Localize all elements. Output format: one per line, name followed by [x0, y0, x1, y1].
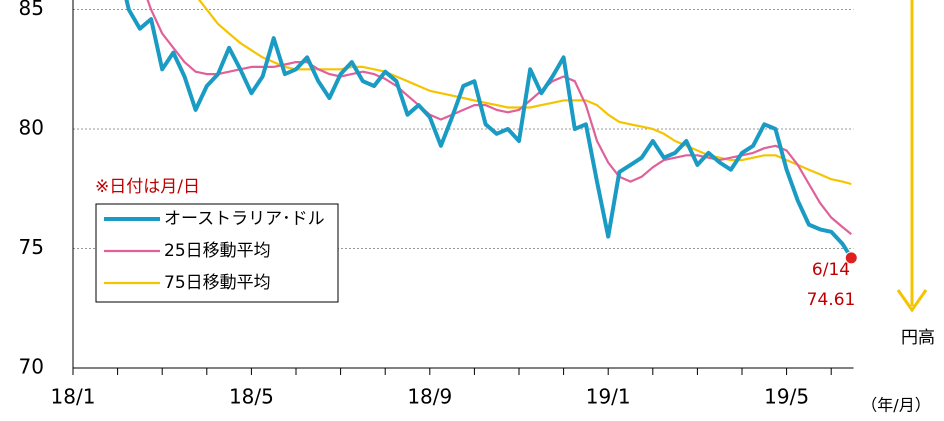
plot-area [124, 0, 853, 259]
arrow-head [896, 289, 928, 313]
x-tick-label: 18/9 [407, 385, 452, 409]
y-tick-label: 85 [19, 0, 44, 20]
data-label: 74.61 [807, 290, 856, 310]
legend-label: オーストラリア･ドル [164, 209, 325, 229]
x-tick-label: 18/5 [229, 385, 274, 409]
legend-label: 25日移動平均 [164, 241, 271, 261]
date-label: 6/14 [812, 260, 850, 280]
last-point [844, 251, 858, 265]
arrow-label: 円高 [901, 328, 935, 348]
x-tick-label: 19/1 [586, 385, 631, 409]
series-line [124, 0, 853, 259]
legend-label: 75日移動平均 [164, 273, 271, 293]
note: ※日付は月/日 [95, 177, 200, 197]
y-tick-label: 80 [19, 116, 44, 140]
x-tick-label: 18/1 [51, 385, 96, 409]
x-axis-label: （年/月） [861, 396, 930, 415]
y-tick-label: 75 [19, 235, 44, 259]
grid [72, 0, 854, 375]
series-line [146, 0, 852, 236]
y-tick-label: 70 [19, 355, 44, 379]
x-tick-label: 19/5 [764, 385, 809, 409]
